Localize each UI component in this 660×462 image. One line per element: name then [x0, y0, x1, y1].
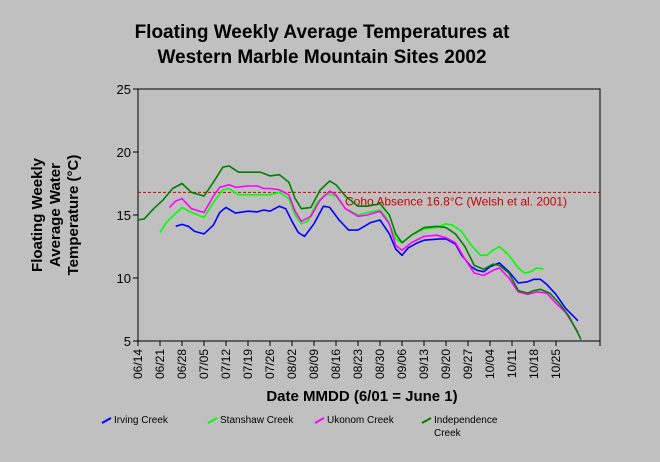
legend-label: Irving Creek	[114, 415, 169, 426]
x-axis-label: Date MMDD (6/01 = June 1)	[266, 388, 457, 405]
y-tick-label: 20	[117, 145, 131, 160]
legend-swatch	[421, 417, 432, 424]
y-axis-label-line-2: Average Water	[47, 163, 64, 267]
coho-absence-label: Coho Absence 16.8°C (Welsh et al. 2001)	[345, 194, 567, 208]
legend-label: Ukonom Creek	[327, 415, 395, 426]
x-tick-label: 10/11	[505, 349, 519, 378]
x-tick-label: 10/25	[549, 349, 563, 379]
x-tick-label: 07/12	[219, 349, 233, 379]
x-tick-label: 09/06	[395, 349, 409, 379]
series-lines	[137, 165, 582, 341]
series-line-2	[159, 187, 544, 274]
y-tick-label: 15	[117, 208, 131, 223]
chart-title-line-2: Western Marble Mountain Sites 2002	[157, 47, 486, 68]
legend-swatch	[314, 417, 325, 424]
series-line-4	[137, 165, 582, 341]
x-tick-label: 07/19	[241, 349, 255, 379]
legend-label: Independence Creek	[434, 415, 498, 439]
y-axis-label-line-3: Temperature (°C)	[65, 155, 82, 276]
x-tick-label: 08/23	[351, 349, 365, 379]
chart-title-line-1: Floating Weekly Average Temperatures at	[135, 22, 511, 43]
x-tick-label: 08/30	[373, 349, 387, 379]
legend-swatch	[101, 417, 112, 424]
y-tick-label: 25	[117, 82, 131, 97]
x-tick-label: 10/18	[527, 349, 541, 379]
x-tick-label: 08/16	[329, 349, 343, 379]
x-tick-label: 09/20	[439, 349, 453, 379]
series-line-3	[168, 184, 579, 333]
y-axis-label-line-1: Floating Weekly	[29, 157, 46, 272]
legend: Irving Creek Stanshaw Creek Ukonom Creek In…	[101, 415, 498, 439]
x-tick-label: 07/26	[263, 349, 277, 379]
x-tick-label: 07/05	[197, 349, 211, 379]
legend-swatch	[207, 417, 218, 424]
series-line-1	[175, 205, 579, 322]
x-tick-label: 10/04	[483, 349, 497, 379]
chart-title: Floating Weekly Average Temperatures at …	[135, 22, 511, 68]
y-axis-label: Floating Weekly Average Water Temperatur…	[29, 155, 82, 276]
x-tick-label: 08/02	[285, 349, 299, 379]
x-tick-label: 06/14	[131, 349, 145, 379]
y-tick-label: 10	[117, 271, 131, 286]
x-tick-label: 06/21	[153, 349, 167, 379]
x-tick-label: 06/28	[175, 349, 189, 379]
x-tick-label: 09/27	[461, 349, 475, 379]
legend-label: Stanshaw Creek	[220, 415, 294, 426]
x-tick-label: 08/09	[307, 349, 321, 379]
x-tick-label: 09/13	[417, 349, 431, 379]
y-axis: 5 10 15 20 25	[117, 82, 138, 349]
y-tick-label: 5	[124, 334, 131, 349]
reference-line-group: Coho Absence 16.8°C (Welsh et al. 2001)	[138, 191, 600, 208]
x-axis: 06/14 06/21 06/28 07/05 07/12 07/19 07/26 08/02…	[131, 341, 601, 379]
